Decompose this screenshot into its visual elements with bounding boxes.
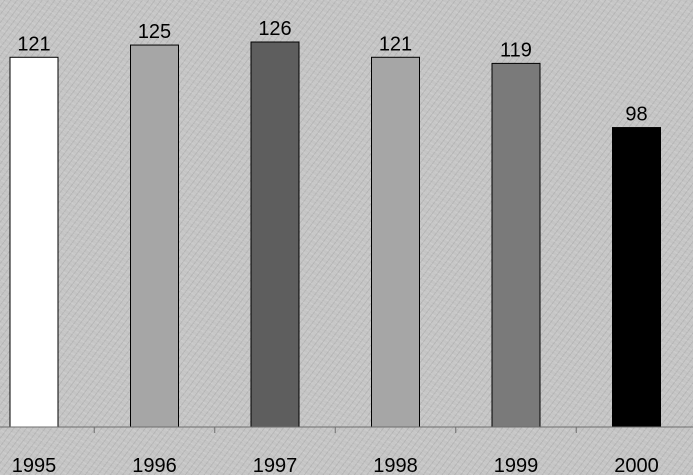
category-label-1996: 1996 [132,455,177,475]
bar-1998 [371,56,420,428]
bar-1997 [250,41,300,428]
x-axis-ticks-group [93,427,577,433]
value-label-1996: 125 [138,21,171,43]
category-label-1997: 1997 [253,455,298,475]
category-label-1999: 1999 [494,455,539,475]
category-label-1998: 1998 [373,455,418,475]
value-label-1995: 121 [17,33,50,55]
value-label-1997: 126 [258,18,291,40]
category-label-2000: 2000 [614,455,659,475]
bars-group [9,41,661,428]
bar-1995 [9,56,59,428]
value-label-1999: 119 [500,39,532,61]
bar-1996 [130,44,179,428]
value-labels-group: 121 125 126 121 119 98 [17,18,647,126]
bar-2000 [612,127,661,428]
bar-1999 [491,62,541,428]
value-label-2000: 98 [625,104,647,126]
value-label-1998: 121 [379,33,412,55]
category-label-1995: 1995 [12,455,57,475]
category-labels-group: 1995 1996 1997 1998 1999 2000 [12,455,659,475]
